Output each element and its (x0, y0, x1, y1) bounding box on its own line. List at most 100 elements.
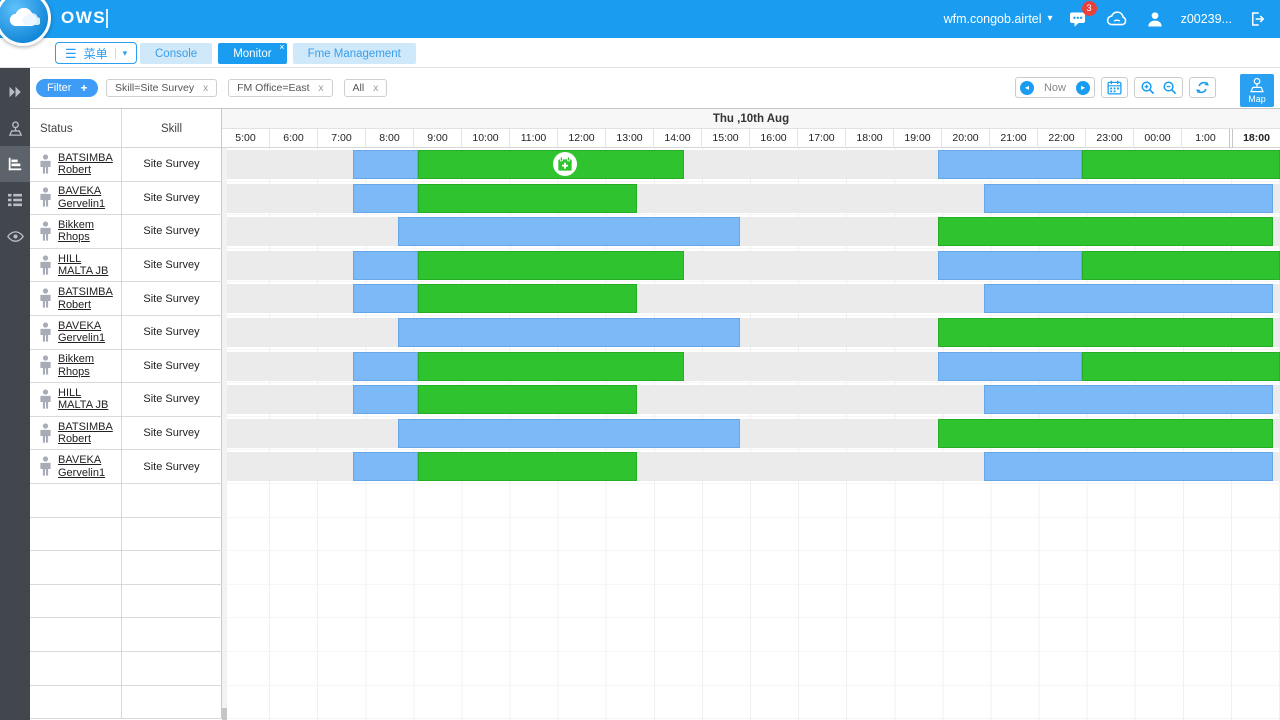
skill-cell: Site Survey (122, 181, 222, 215)
main-content: Filter + Skill=Site Survey x FM Office=Eas… (30, 68, 1280, 720)
shift-bar-blue[interactable] (983, 452, 1273, 482)
shift-bar-green[interactable] (417, 183, 637, 213)
shift-bar-green[interactable] (417, 452, 637, 482)
resource-name-link[interactable]: BATSIMBA Robert (58, 421, 113, 446)
username-label[interactable]: z00239... (1180, 12, 1232, 26)
shift-bar-blue[interactable] (352, 150, 418, 179)
calendar-plus-glyph (558, 156, 572, 171)
shift-bar-blue[interactable] (398, 217, 741, 247)
notifications-button[interactable]: 3 (1067, 1, 1097, 31)
shift-bar-blue[interactable] (352, 183, 418, 213)
calendar-picker-button[interactable] (1101, 77, 1128, 98)
cloud-sync-button[interactable] (1105, 7, 1129, 31)
hour-label: 1:00 (1181, 129, 1229, 148)
shift-bar-blue[interactable] (398, 317, 741, 347)
filter-chip-label: Skill=Site Survey (115, 82, 195, 94)
empty-schedule-row (222, 618, 1280, 652)
vertical-scrollbar[interactable] (222, 148, 227, 720)
shift-bar-blue[interactable] (352, 385, 418, 415)
tenant-label: wfm.congob.airtel (943, 12, 1042, 26)
logout-button[interactable] (1246, 7, 1270, 31)
skill-cell: Site Survey (122, 315, 222, 349)
filter-chip-label: FM Office=East (237, 82, 310, 94)
shift-bar-green[interactable] (1081, 150, 1280, 179)
empty-skill-cell (122, 517, 222, 551)
schedule-row (222, 148, 1280, 182)
hour-label: 18:00 (1229, 129, 1280, 148)
now-button[interactable]: Now (1043, 81, 1066, 94)
chip-close-icon[interactable]: x (373, 82, 379, 94)
calendar-plus-icon[interactable] (552, 152, 577, 176)
shift-bar-blue[interactable] (937, 250, 1082, 280)
filter-button[interactable]: Filter + (36, 79, 99, 97)
shift-bar-green[interactable] (417, 351, 684, 381)
shift-bar-green[interactable] (417, 284, 637, 314)
shift-bar-green[interactable] (937, 217, 1273, 247)
resource-name-link[interactable]: BAVEKA Gervelin1 (58, 454, 105, 479)
map-button[interactable]: Map (1240, 74, 1274, 107)
resource-row: HILL MALTA JB Site Survey (30, 248, 222, 283)
resource-name-link[interactable]: HILL MALTA JB (58, 387, 108, 412)
shift-bar-green[interactable] (417, 150, 684, 179)
resource-name-link[interactable]: Bikkem Rhops (58, 219, 94, 244)
empty-schedule-row (222, 484, 1280, 518)
chip-close-icon[interactable]: x (203, 82, 209, 94)
hour-label: 9:00 (413, 129, 461, 148)
shift-bar-green[interactable] (417, 385, 637, 415)
empty-resource-row (30, 651, 222, 686)
chip-close-icon[interactable]: x (318, 82, 324, 94)
filter-chip[interactable]: All x (343, 79, 388, 97)
resource-name-link[interactable]: BATSIMBA Robert (58, 286, 113, 311)
scrollbar-thumb[interactable] (222, 708, 227, 720)
filter-chip[interactable]: Skill=Site Survey x (106, 79, 218, 97)
shift-bar-green[interactable] (1081, 250, 1280, 280)
shift-bar-blue[interactable] (983, 385, 1273, 415)
sidebar-item-map[interactable] (0, 110, 30, 146)
shift-bar-blue[interactable] (352, 250, 418, 280)
tab-console[interactable]: Console (140, 43, 213, 64)
menu-button[interactable]: ☰ 菜单 ▾ (55, 42, 138, 64)
shift-bar-green[interactable] (937, 418, 1273, 448)
resource-name-link[interactable]: HILL MALTA JB (58, 253, 108, 278)
sidebar-item-expand[interactable] (0, 74, 30, 110)
next-period-button[interactable]: ▸ (1076, 80, 1090, 95)
shift-bar-blue[interactable] (937, 150, 1082, 179)
status-cell: BAVEKA Gervelin1 (30, 450, 122, 483)
shift-bar-blue[interactable] (983, 284, 1273, 314)
resource-name-link[interactable]: BAVEKA Gervelin1 (58, 185, 105, 210)
person-icon (38, 154, 53, 175)
shift-bar-blue[interactable] (983, 183, 1273, 213)
hours-row: 5:00 6:00 7:00 8:00 9:00 10:00 11:00 12:00 13:00… (222, 129, 1280, 148)
resource-name-link[interactable]: Bikkem Rhops (58, 353, 94, 378)
refresh-button[interactable] (1189, 77, 1216, 98)
shift-bar-blue[interactable] (352, 284, 418, 314)
tab-monitor[interactable]: Monitor × (218, 42, 287, 64)
sidebar-item-list-view[interactable] (0, 182, 30, 218)
zoom-in-icon[interactable] (1139, 79, 1156, 96)
shift-bar-blue[interactable] (398, 418, 741, 448)
empty-schedule-row (222, 551, 1280, 585)
sidebar-item-monitor-view[interactable] (0, 218, 30, 254)
zoom-out-icon[interactable] (1161, 79, 1178, 96)
resource-name-link[interactable]: BAVEKA Gervelin1 (58, 320, 105, 345)
skill-cell: Site Survey (122, 383, 222, 416)
shift-bar-blue[interactable] (937, 351, 1082, 381)
user-profile-button[interactable] (1143, 7, 1167, 31)
timeline-header: Thu ,10th Aug 5:00 6:00 7:00 8:00 9:00 10:00 1… (222, 109, 1280, 149)
tab-fme-management[interactable]: Fme Management (292, 43, 416, 64)
shift-bar-green[interactable] (417, 250, 684, 280)
map-pin-icon (1250, 77, 1264, 93)
prev-period-button[interactable]: ◂ (1019, 80, 1034, 95)
shift-bar-blue[interactable] (352, 351, 418, 381)
sidebar-item-schedule-view[interactable] (0, 146, 30, 182)
shift-bar-green[interactable] (937, 317, 1273, 347)
app-logo[interactable] (0, 0, 51, 46)
tenant-selector[interactable]: wfm.congob.airtel ▾ (944, 12, 1053, 26)
filter-chip[interactable]: FM Office=East x (228, 79, 333, 97)
shift-bar-green[interactable] (1081, 351, 1280, 381)
empty-resource-row (30, 685, 222, 720)
calendar-icon (1107, 80, 1122, 95)
shift-bar-blue[interactable] (352, 452, 418, 482)
close-icon[interactable]: × (279, 42, 285, 52)
resource-name-link[interactable]: BATSIMBA Robert (58, 152, 113, 177)
